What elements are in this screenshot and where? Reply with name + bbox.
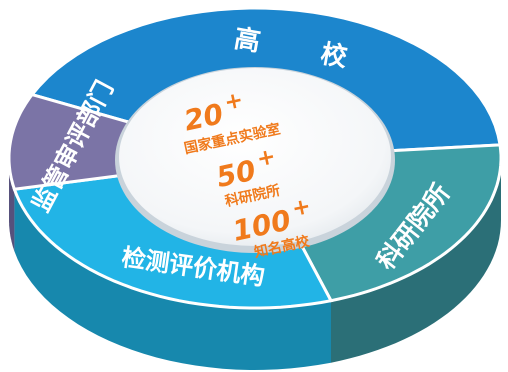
stat-labs-number: 20 [181, 97, 226, 137]
hub-center [119, 68, 391, 246]
stat-universities-plus: + [290, 194, 313, 222]
hub-stats: 20 + 国家重点实验室 50 + 科研院所 100 + 知名高校 [181, 88, 313, 261]
stat-labs-plus: + [222, 88, 245, 116]
side-wall-testing-agencies [14, 189, 332, 370]
side-wall-research-institutes [331, 158, 501, 363]
stat-institutes-plus: + [255, 144, 278, 172]
stat-institutes-number: 50 [214, 154, 259, 194]
